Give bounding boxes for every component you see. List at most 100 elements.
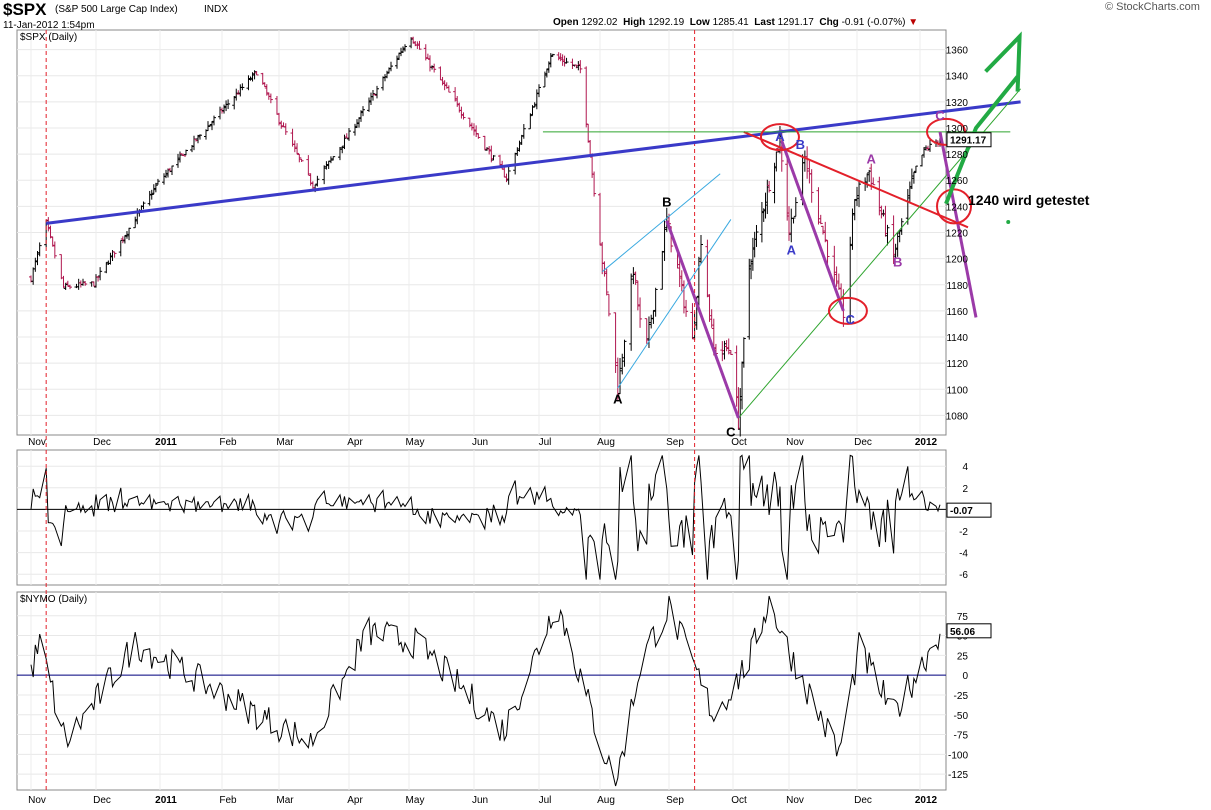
- open-label: Open: [553, 17, 579, 28]
- x-tick-label-price: Dec: [854, 437, 872, 448]
- y-tick-label-nymo: -75: [954, 731, 969, 742]
- purple-wave-line: [780, 140, 845, 312]
- series-layer: [17, 36, 946, 787]
- x-tick-label-nymo: 2011: [155, 795, 177, 806]
- y-tick-label-nymo: -100: [948, 750, 968, 761]
- wave-label: A: [787, 243, 797, 258]
- y-tick-label-price: 1180: [946, 281, 968, 292]
- nymo-series-line: [30, 595, 941, 787]
- x-tick-label-price: 2012: [915, 437, 938, 448]
- purple-wave-line: [938, 131, 978, 318]
- high-label: High: [623, 17, 646, 28]
- wave-label: C: [726, 424, 736, 439]
- nymo-last-value-label-box: [946, 623, 992, 639]
- price-last-value-label: 1291.17: [950, 136, 987, 147]
- y-tick-label-price: 1280: [946, 150, 969, 161]
- x-tick-label-nymo: Sep: [666, 795, 684, 806]
- y-tick-label-change: -6: [959, 570, 968, 581]
- y-tick-label-nymo: -25: [954, 691, 969, 702]
- quote-datetime: 11-Jan-2012 1:54pm: [3, 20, 95, 31]
- wave-label: B: [796, 137, 805, 152]
- y-tick-label-price: 1340: [946, 72, 969, 83]
- axis-layer: 1080 1100 1120 1140 1160 1180 1200 1220 1240 1260…: [20, 32, 992, 806]
- annotation-text: 1240 wird getestet: [968, 192, 1090, 208]
- x-tick-label-price: Nov: [28, 437, 46, 448]
- purple-wave-line: [665, 220, 740, 419]
- x-tick-label-price: Oct: [731, 437, 747, 448]
- wave-label: C: [935, 108, 945, 123]
- x-tick-label-price: Feb: [219, 437, 237, 448]
- stockcharts-logo: © StockCharts.com: [1105, 1, 1200, 13]
- change-last-value-label: -0.07: [950, 506, 973, 517]
- red-highlight-circle: [926, 117, 966, 146]
- price-last-value-label-box: [946, 132, 992, 148]
- y-tick-label-price: 1160: [946, 307, 968, 318]
- y-tick-label-nymo: 25: [957, 651, 969, 662]
- x-tick-label-price: Apr: [347, 437, 363, 448]
- last-label: Last: [754, 17, 775, 28]
- y-tick-label-nymo: -125: [948, 770, 968, 781]
- green-arrow-head: [984, 31, 1022, 92]
- blue-resistance-trendline: [45, 100, 1021, 225]
- y-tick-label-change: -4: [959, 549, 968, 560]
- y-tick-label-price: 1240: [946, 202, 969, 213]
- red-downtrend-line: [743, 130, 969, 229]
- red-highlight-circle: [827, 296, 868, 325]
- panel-frame-chg: [16, 449, 947, 586]
- y-tick-label-nymo: 0: [962, 671, 968, 682]
- x-tick-label-price: Nov: [786, 437, 804, 448]
- change-last-value-label-box: [946, 502, 992, 518]
- x-tick-label-nymo: Oct: [731, 795, 747, 806]
- red-highlight-circle: [936, 188, 972, 225]
- high-value: 1292.19: [648, 17, 685, 28]
- x-tick-label-price: Jun: [472, 437, 488, 448]
- wave-label: C: [846, 312, 856, 327]
- y-tick-label-change: 2: [962, 484, 968, 495]
- symbol-description: (S&P 500 Large Cap Index): [55, 4, 178, 15]
- y-tick-label-change: 4: [962, 462, 968, 473]
- exchange-label: INDX: [204, 4, 228, 15]
- nymo-last-value-label: 56.06: [950, 627, 975, 638]
- chg-down-icon: ▼: [908, 17, 919, 28]
- y-tick-label-price: 1300: [946, 124, 969, 135]
- x-tick-label-price: May: [406, 437, 425, 448]
- x-tick-label-price: Jul: [539, 437, 552, 448]
- x-tick-label-nymo: Nov: [28, 795, 46, 806]
- wave-label: A: [775, 129, 785, 144]
- panel-frame-nymo: [16, 591, 947, 791]
- low-value: 1285.41: [712, 17, 749, 28]
- low-label: Low: [689, 17, 710, 28]
- quote-summary: Open 1292.02 High 1292.19 Low 1285.41 La…: [553, 17, 918, 28]
- x-tick-label-price: 2011: [155, 437, 177, 448]
- change-series-line: [30, 454, 941, 580]
- x-tick-label-nymo: 2012: [915, 795, 938, 806]
- x-tick-label-nymo: Aug: [597, 795, 615, 806]
- y-tick-label-price: 1260: [946, 176, 969, 187]
- x-tick-label-price: Aug: [597, 437, 615, 448]
- x-tick-label-price: Dec: [93, 437, 111, 448]
- y-tick-label-price: 1120: [946, 359, 968, 370]
- y-tick-label-price: 1200: [946, 255, 969, 266]
- x-tick-label-nymo: Jul: [539, 795, 552, 806]
- x-tick-label-nymo: Nov: [786, 795, 804, 806]
- y-tick-label-price: 1320: [946, 98, 969, 109]
- y-tick-label-price: 1080: [946, 411, 969, 422]
- wave-label: A: [867, 151, 877, 166]
- x-tick-label-nymo: Mar: [276, 795, 294, 806]
- x-tick-label-price: Sep: [666, 437, 684, 448]
- chg-label: Chg: [819, 17, 839, 28]
- y-tick-label-change: -2: [959, 527, 968, 538]
- x-tick-label-nymo: Apr: [347, 795, 363, 806]
- y-tick-label-nymo: -50: [954, 711, 969, 722]
- x-tick-label-nymo: Jun: [472, 795, 488, 806]
- y-tick-label-price: 1100: [946, 385, 968, 396]
- nymo-panel-title: $NYMO (Daily): [20, 594, 87, 605]
- y-tick-label-price: 1140: [946, 333, 968, 344]
- cyan-channel-upper: [601, 173, 721, 273]
- open-value: 1292.02: [581, 17, 618, 28]
- x-tick-label-nymo: May: [406, 795, 425, 806]
- cyan-channel-lower: [617, 219, 732, 389]
- chg-value: -0.91 (-0.07%): [841, 17, 906, 28]
